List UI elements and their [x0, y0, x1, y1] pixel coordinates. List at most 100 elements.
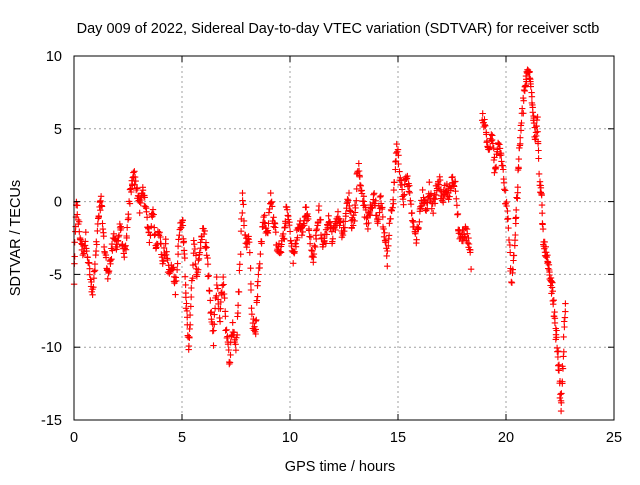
data-point: [155, 232, 163, 239]
data-point: [404, 172, 411, 180]
data-point: [432, 196, 439, 203]
data-point: [71, 239, 78, 246]
data-point: [175, 236, 182, 243]
data-point: [528, 93, 536, 100]
data-point: [90, 275, 98, 282]
data-point: [513, 194, 520, 201]
data-point: [220, 281, 227, 288]
data-point: [174, 251, 182, 258]
data-point: [348, 225, 355, 232]
y-tick-labels: -15 -10 -5 0 5 10: [41, 49, 62, 429]
data-point: [367, 212, 374, 219]
data-point: [317, 216, 324, 223]
data-point: [527, 83, 534, 90]
data-point: [495, 140, 502, 147]
data-point: [398, 186, 406, 193]
data-point: [239, 189, 246, 197]
data-point: [370, 191, 377, 198]
data-point: [202, 239, 210, 246]
data-point: [313, 227, 320, 234]
data-point: [196, 249, 203, 256]
data-point: [141, 194, 148, 201]
x-tick-labels: 0 5 10 15 20 25: [70, 430, 622, 446]
data-point: [533, 116, 541, 124]
data-point: [522, 82, 529, 89]
data-point: [185, 342, 193, 350]
data-point: [174, 243, 182, 250]
data-point: [186, 334, 193, 341]
data-point: [89, 291, 96, 298]
data-point: [210, 327, 217, 334]
data-point: [345, 197, 352, 204]
data-point: [258, 238, 265, 245]
data-point: [98, 203, 106, 210]
data-point: [281, 235, 288, 243]
data-point: [479, 110, 486, 117]
data-point: [207, 297, 214, 304]
x-tick-label: 20: [498, 430, 514, 446]
data-point: [413, 236, 420, 243]
data-point: [86, 271, 93, 278]
data-point: [512, 214, 520, 221]
data-point: [325, 212, 332, 219]
data-point: [216, 318, 224, 325]
data-point: [561, 318, 568, 325]
data-point: [248, 311, 256, 318]
data-point: [533, 122, 540, 130]
data-point: [352, 204, 359, 212]
data-point: [539, 225, 547, 233]
data-point: [265, 220, 272, 227]
data-point: [207, 309, 214, 317]
data-point: [467, 249, 474, 256]
data-point: [427, 190, 435, 197]
data-point: [377, 200, 385, 207]
data-point: [214, 285, 221, 292]
data-point: [535, 147, 542, 154]
data-point: [76, 228, 83, 235]
data-point: [453, 195, 460, 202]
data-point: [189, 275, 196, 282]
data-point: [149, 206, 157, 213]
data-point: [201, 227, 208, 235]
data-point: [248, 305, 255, 312]
data-point: [535, 170, 543, 178]
data-point: [450, 183, 458, 190]
data-point: [265, 209, 273, 216]
data-point: [287, 237, 294, 244]
data-point: [126, 200, 134, 207]
data-point: [498, 151, 505, 159]
data-point: [254, 278, 262, 285]
data-point: [242, 231, 249, 239]
data-point: [139, 187, 147, 194]
data-point: [515, 155, 522, 163]
data-point: [380, 225, 387, 233]
data-point: [407, 201, 415, 208]
data-point: [452, 188, 459, 195]
data-point: [235, 288, 243, 296]
data-point: [549, 288, 556, 295]
data-point: [560, 348, 567, 355]
data-point: [384, 247, 391, 255]
data-point: [453, 202, 461, 209]
data-point: [332, 226, 339, 234]
data-point: [511, 242, 518, 249]
data-point: [522, 72, 530, 80]
data-point: [223, 326, 230, 333]
data-point: [211, 311, 218, 318]
data-point: [134, 185, 141, 192]
data-point: [204, 254, 211, 262]
data-point: [351, 217, 358, 225]
data-point: [173, 277, 180, 285]
data-point: [303, 204, 310, 211]
data-point: [557, 407, 565, 415]
data-point: [559, 365, 567, 372]
data-point: [305, 215, 312, 223]
data-point: [223, 334, 231, 342]
data-point: [82, 229, 89, 236]
data-point: [191, 245, 199, 253]
data-point: [341, 228, 348, 235]
data-point: [558, 399, 565, 406]
data-point: [535, 155, 542, 162]
data-point: [132, 177, 139, 185]
